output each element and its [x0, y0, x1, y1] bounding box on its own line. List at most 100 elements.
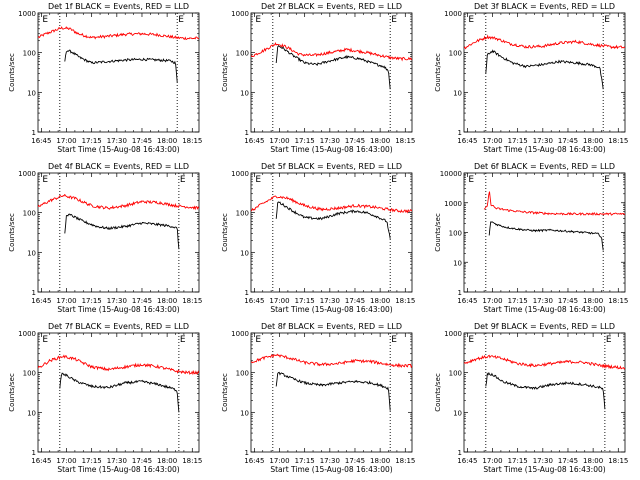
- x-tick-label: 18:00: [370, 137, 390, 145]
- e-marker-label: E: [391, 335, 397, 345]
- plot-frame: [37, 332, 200, 453]
- x-tick-label: 16:45: [457, 297, 477, 305]
- x-tick-label: 17:30: [107, 137, 127, 145]
- x-tick-label: 17:00: [482, 297, 502, 305]
- x-tick-label: 16:45: [31, 297, 51, 305]
- lld-series-line: [38, 26, 199, 41]
- x-tick-label: 18:15: [182, 137, 202, 145]
- panel-title: Det 9f BLACK = Events, RED = LLD: [474, 322, 615, 331]
- events-series-line: [485, 49, 604, 90]
- x-tick-label: 18:15: [395, 137, 415, 145]
- lld-series-line: [251, 353, 412, 369]
- x-tick-label: 17:30: [320, 457, 340, 465]
- x-tick-label: 17:30: [533, 457, 553, 465]
- lld-series-line: [38, 354, 199, 376]
- lld-series-line: [251, 42, 412, 62]
- x-tick-label: 17:15: [295, 297, 315, 305]
- x-tick-label: 17:45: [132, 297, 152, 305]
- series-group: [251, 42, 412, 90]
- e-marker-label: E: [468, 335, 474, 345]
- x-tick-label: 16:45: [31, 137, 51, 145]
- y-axis-label: Counts/sec: [221, 213, 229, 252]
- e-marker-label: E: [604, 175, 610, 185]
- x-tick-label: 17:00: [269, 457, 289, 465]
- y-tick-label: 1: [458, 129, 462, 137]
- y-tick-label: 10: [27, 409, 36, 417]
- y-axis-label: Counts/sec: [434, 373, 442, 412]
- panel-title: Det 2f BLACK = Events, RED = LLD: [261, 2, 402, 11]
- x-tick-label: 17:00: [269, 137, 289, 145]
- lld-series-line: [464, 34, 625, 50]
- y-tick-label: 10: [453, 259, 462, 267]
- y-axis-label: Counts/sec: [8, 53, 16, 92]
- x-tick-label: 17:30: [533, 297, 553, 305]
- events-series-line: [64, 49, 178, 83]
- lld-series-line: [483, 191, 625, 216]
- detector-panel: Det 1f BLACK = Events, RED = LLD 1 10 100 10…: [8, 2, 202, 154]
- x-tick-label: 17:00: [269, 297, 289, 305]
- series-group: [464, 34, 625, 90]
- y-tick-label: 100: [449, 230, 462, 238]
- y-tick-label: 1000: [231, 170, 249, 178]
- y-axis-label: Counts/sec: [8, 373, 16, 412]
- panel-title: Det 4f BLACK = Events, RED = LLD: [48, 162, 189, 171]
- e-marker-label: E: [468, 175, 474, 185]
- x-tick-label: 17:00: [56, 137, 76, 145]
- x-tick-label: 17:15: [508, 297, 528, 305]
- detector-panel: Det 6f BLACK = Events, RED = LLD 1 10 100 10…: [434, 162, 628, 314]
- series-group: [38, 193, 199, 250]
- series-group: [251, 353, 412, 411]
- x-tick-label: 17:15: [82, 137, 102, 145]
- series-group: [464, 354, 625, 410]
- y-tick-label: 100: [236, 50, 249, 58]
- y-tick-label: 1000: [231, 330, 249, 338]
- events-series-line: [485, 371, 606, 410]
- e-marker-label: E: [255, 335, 261, 345]
- detector-panel: Det 5f BLACK = Events, RED = LLD 1 10 100 10…: [221, 162, 415, 314]
- x-tick-label: 17:00: [482, 457, 502, 465]
- e-marker-label: E: [604, 15, 610, 25]
- panel-title: Det 5f BLACK = Events, RED = LLD: [261, 162, 402, 171]
- y-tick-label: 1000: [444, 200, 462, 208]
- x-tick-label: 16:45: [244, 457, 264, 465]
- plot-frame: [250, 172, 413, 293]
- y-axis-label: Counts/sec: [8, 213, 16, 252]
- plot-frame: [37, 172, 200, 293]
- e-marker-label: E: [42, 15, 48, 25]
- e-marker-label: E: [42, 335, 48, 345]
- x-tick-label: 16:45: [244, 297, 264, 305]
- panel-title: Det 1f BLACK = Events, RED = LLD: [48, 2, 189, 11]
- x-tick-label: 18:15: [608, 457, 628, 465]
- y-tick-label: 100: [449, 50, 462, 58]
- x-tick-label: 18:15: [182, 297, 202, 305]
- series-group: [38, 26, 199, 83]
- y-tick-label: 100: [449, 370, 462, 378]
- y-tick-label: 1: [245, 129, 249, 137]
- x-tick-label: 16:45: [244, 137, 264, 145]
- x-tick-label: 17:45: [345, 137, 365, 145]
- y-tick-label: 1: [32, 289, 36, 297]
- x-tick-label: 17:30: [107, 297, 127, 305]
- x-tick-label: 17:00: [56, 457, 76, 465]
- x-tick-label: 18:00: [157, 457, 177, 465]
- x-tick-label: 16:45: [31, 457, 51, 465]
- x-tick-label: 17:15: [82, 457, 102, 465]
- y-tick-label: 1000: [18, 330, 36, 338]
- x-axis-label: Start Time (15-Aug-08 16:43:00): [270, 145, 392, 154]
- x-tick-label: 17:30: [320, 137, 340, 145]
- y-tick-label: 1: [32, 449, 36, 457]
- e-marker-label: E: [180, 335, 186, 345]
- detector-panel: Det 2f BLACK = Events, RED = LLD 1 10 100 10…: [221, 2, 415, 154]
- y-tick-label: 10: [453, 89, 462, 97]
- y-tick-label: 1000: [18, 10, 36, 18]
- y-tick-label: 10: [27, 249, 36, 257]
- detector-panel: Det 3f BLACK = Events, RED = LLD 1 10 100 10…: [434, 2, 628, 154]
- x-axis-label: Start Time (15-Aug-08 16:43:00): [483, 305, 605, 314]
- e-marker-label: E: [178, 15, 184, 25]
- events-series-line: [59, 372, 180, 413]
- detector-panel: Det 7f BLACK = Events, RED = LLD 1 10 100 10…: [8, 322, 202, 474]
- y-tick-label: 10000: [440, 170, 462, 178]
- y-tick-label: 1: [458, 449, 462, 457]
- y-tick-label: 10: [240, 409, 249, 417]
- x-tick-label: 17:45: [558, 297, 578, 305]
